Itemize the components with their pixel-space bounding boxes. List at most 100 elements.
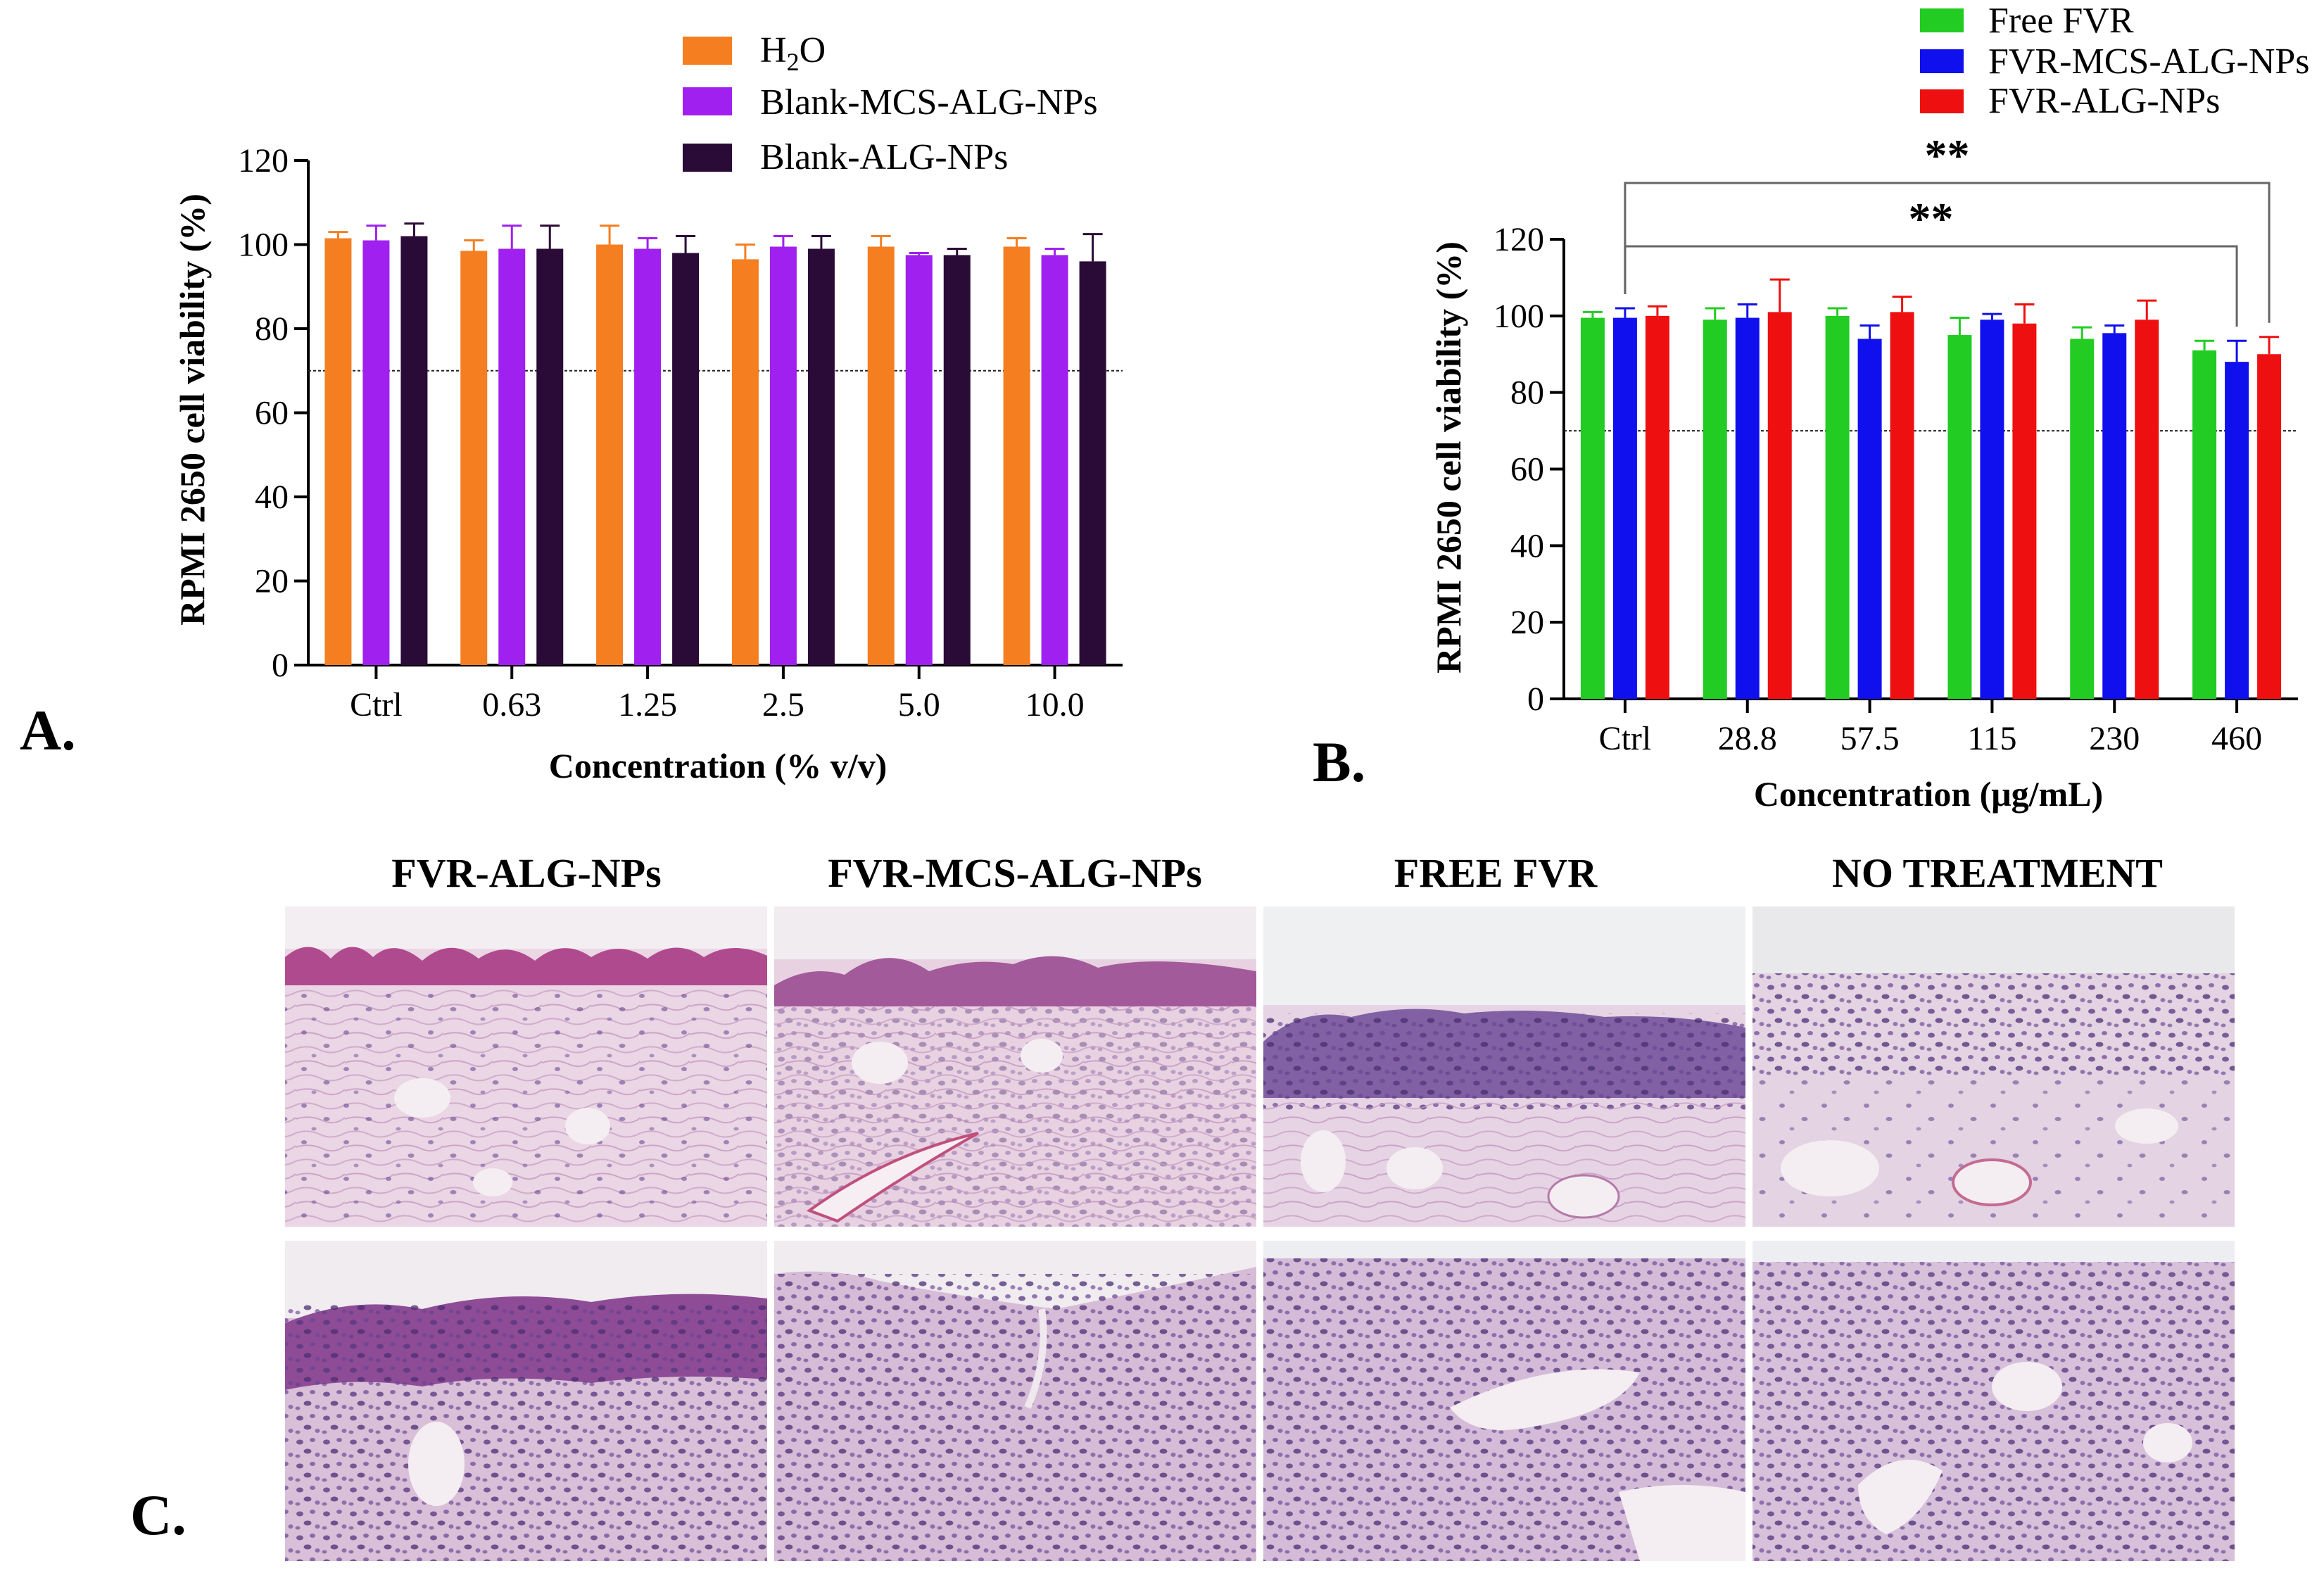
bar <box>2012 323 2037 699</box>
panel-label-c: C. <box>130 1483 187 1547</box>
legend-swatch-fvr-mcs <box>1920 49 1964 73</box>
x-tick-label: 57.5 <box>1840 720 1900 757</box>
y-tick-label: 20 <box>255 563 289 600</box>
y-tick-label: 40 <box>1510 527 1544 564</box>
bar <box>1645 315 1669 699</box>
panel-label-a: A. <box>20 698 76 762</box>
x-tick-label: 2.5 <box>762 686 804 723</box>
legend-swatch-fvr-alg <box>1920 89 1964 113</box>
legend-swatch-free-fvr <box>1920 8 1964 32</box>
bar <box>536 248 564 666</box>
bar <box>2257 354 2282 699</box>
chart-a-plot: 0 20 40 60 80 100 120 Ctrl 0.63 1.25 2.5 5.0 10.0 <box>238 142 1123 723</box>
bar <box>634 248 662 666</box>
legend-label-blank-mcs: Blank-MCS-ALG-NPs <box>760 82 1098 122</box>
chart-b-ylabel: RPMI 2650 cell viability (%) <box>1429 241 1468 674</box>
bar <box>1825 315 1850 699</box>
y-tick-label: 80 <box>255 310 289 348</box>
y-tick-label: 0 <box>1527 681 1544 718</box>
y-tick-label: 120 <box>1493 221 1544 258</box>
histology-title-4: NO TREATMENT <box>1832 850 2163 896</box>
chart-b: Free FVR FVR-MCS-ALG-NPs FVR-ALG-NPs 0 20… <box>1429 1 2310 814</box>
chart-a-ylabel: RPMI 2650 cell viability (%) <box>172 194 212 626</box>
bar <box>1857 339 1882 699</box>
histology-image-fvr-mcs-high <box>774 1241 1256 1561</box>
histology-image-no-treatment-high <box>1753 1241 2235 1561</box>
chart-a-legend: H2O Blank-MCS-ALG-NPs Blank-ALG-NPs <box>683 30 1098 177</box>
chart-b-xlabel: Concentration (μg/mL) <box>1754 774 2103 814</box>
y-tick-label: 20 <box>1510 604 1544 641</box>
histology-title-3: FREE FVR <box>1394 850 1598 896</box>
panel-label-b: B. <box>1313 730 1365 794</box>
significance-label: ** <box>1909 194 1954 244</box>
histology-panel: FVR-ALG-NPs FVR-MCS-ALG-NPs FREE FVR NO … <box>285 850 2235 1561</box>
x-tick-label: 115 <box>1967 720 2016 757</box>
y-tick-label: 100 <box>238 227 289 264</box>
histology-image-fvr-alg-high <box>285 1241 767 1561</box>
bar <box>1041 255 1068 665</box>
legend-label-h2o: H2O <box>760 30 826 76</box>
y-tick-label: 40 <box>255 479 289 516</box>
histology-title-2: FVR-MCS-ALG-NPs <box>828 850 1202 896</box>
significance-label: ** <box>1925 130 1970 180</box>
bar <box>1947 335 1972 700</box>
legend-label-fvr-mcs: FVR-MCS-ALG-NPs <box>1988 42 2310 82</box>
bar <box>1612 317 1637 699</box>
bar <box>1003 246 1030 665</box>
x-tick-label: 10.0 <box>1025 686 1085 723</box>
bar <box>1980 320 2004 699</box>
bar <box>596 244 624 665</box>
bar <box>2192 350 2217 699</box>
y-tick-label: 120 <box>238 142 289 179</box>
chart-a-xlabel: Concentration (% v/v) <box>549 746 888 785</box>
y-tick-label: 60 <box>1510 451 1544 488</box>
chart-a: H2O Blank-MCS-ALG-NPs Blank-ALG-NPs 0 20 4… <box>172 30 1123 785</box>
bar <box>2070 339 2095 699</box>
bar <box>1079 261 1106 665</box>
y-tick-label: 0 <box>272 647 289 684</box>
bar <box>1703 320 1727 699</box>
bar <box>1767 312 1792 699</box>
histology-image-no-treatment-low <box>1753 906 2235 1227</box>
bar <box>2135 320 2159 699</box>
bar <box>807 248 835 666</box>
bar <box>1580 317 1605 699</box>
x-tick-label: 0.63 <box>482 686 541 723</box>
bar <box>2225 362 2249 699</box>
legend-label-fvr-alg: FVR-ALG-NPs <box>1988 81 2220 121</box>
bar <box>362 240 390 665</box>
bar <box>498 248 526 666</box>
bar <box>905 255 933 665</box>
y-tick-label: 60 <box>255 395 289 432</box>
x-tick-label: Ctrl <box>1599 720 1652 757</box>
x-tick-label: 28.8 <box>1718 720 1777 757</box>
legend-swatch-blank-mcs <box>683 87 732 115</box>
legend-label-free-fvr: Free FVR <box>1988 1 2134 41</box>
bar <box>2102 333 2127 700</box>
bar <box>943 255 971 665</box>
bar <box>1890 312 1914 699</box>
histology-image-free-fvr-low <box>1263 906 1745 1227</box>
x-tick-label: Ctrl <box>350 686 403 723</box>
bar <box>731 259 759 666</box>
legend-label-blank-alg: Blank-ALG-NPs <box>760 137 1008 177</box>
bar <box>324 238 352 666</box>
legend-swatch-h2o <box>683 37 732 65</box>
bar <box>1735 317 1760 699</box>
histology-image-free-fvr-high <box>1263 1241 1745 1561</box>
y-tick-label: 100 <box>1493 298 1544 335</box>
significance-bracket <box>1624 245 2238 327</box>
bar <box>460 251 488 665</box>
bar <box>867 246 895 665</box>
legend-swatch-blank-alg <box>683 144 732 172</box>
histology-image-fvr-mcs-low <box>774 906 1256 1227</box>
chart-b-legend: Free FVR FVR-MCS-ALG-NPs FVR-ALG-NPs <box>1920 1 2310 121</box>
bar <box>400 236 428 665</box>
chart-b-plot: 0 20 40 60 80 100 120 Ctrl 28.8 57.5 115 230 460 ** ** <box>1493 130 2298 757</box>
bar <box>769 246 797 665</box>
x-tick-label: 460 <box>2211 720 2262 757</box>
x-tick-label: 230 <box>2089 720 2140 757</box>
significance-bracket <box>1624 182 2271 323</box>
histology-image-fvr-alg-low <box>285 906 767 1227</box>
